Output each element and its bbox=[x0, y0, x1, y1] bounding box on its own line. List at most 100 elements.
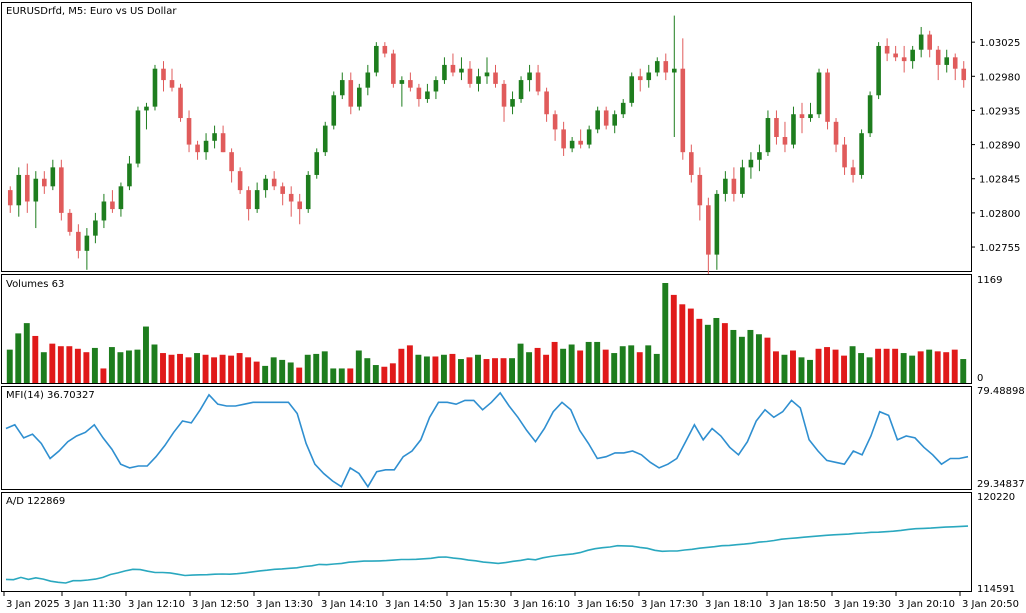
volume-bar bbox=[270, 357, 277, 383]
volume-bar bbox=[236, 353, 243, 383]
time-tick-label: 3 Jan 11:30 bbox=[64, 599, 121, 610]
candle-body bbox=[391, 53, 396, 84]
candle-body bbox=[16, 174, 22, 206]
candle-body bbox=[654, 61, 660, 73]
volume-bar bbox=[100, 368, 107, 383]
volume-bar bbox=[730, 329, 737, 383]
volume-bar bbox=[321, 351, 328, 383]
volume-bar bbox=[66, 346, 73, 383]
candle-body bbox=[689, 152, 694, 175]
volume-bar bbox=[49, 343, 56, 383]
candle-body bbox=[671, 68, 677, 73]
time-tick-label: 3 Jan 12:10 bbox=[128, 599, 185, 610]
candle-body bbox=[706, 205, 711, 255]
candle bbox=[893, 45, 898, 62]
mfi-panel-title: MFI(14) 36.70327 bbox=[6, 390, 95, 401]
candle-body bbox=[127, 163, 132, 187]
volume-bar bbox=[151, 344, 158, 383]
candle bbox=[280, 182, 285, 206]
price-tick-label: 1.02800 bbox=[979, 209, 1020, 220]
candle-body bbox=[450, 64, 456, 73]
candle-body bbox=[59, 167, 64, 213]
candle-body bbox=[927, 34, 932, 50]
candle-body bbox=[161, 68, 166, 81]
candle bbox=[612, 110, 617, 134]
volume-bar bbox=[355, 350, 362, 383]
candle-body bbox=[110, 201, 115, 210]
candle-body bbox=[884, 45, 890, 54]
volume-bar bbox=[245, 357, 252, 383]
candle-body bbox=[237, 171, 243, 191]
candle bbox=[901, 45, 907, 73]
volume-bar bbox=[177, 353, 183, 383]
candle-body bbox=[305, 174, 311, 210]
volume-bar bbox=[824, 347, 830, 383]
volume-bar bbox=[279, 359, 286, 383]
volume-bar bbox=[670, 294, 677, 383]
candle bbox=[203, 133, 209, 160]
candle bbox=[867, 91, 873, 137]
volume-bar bbox=[849, 346, 856, 383]
candle bbox=[16, 167, 22, 217]
candle-body bbox=[322, 125, 328, 153]
volume-bar bbox=[415, 354, 422, 383]
volume-bar bbox=[560, 348, 567, 383]
volume-bar bbox=[83, 352, 90, 383]
candle-body bbox=[254, 190, 260, 210]
time-tick-label: 3 Jan 12:50 bbox=[192, 599, 249, 610]
candle bbox=[93, 212, 98, 244]
volume-bar bbox=[466, 357, 473, 383]
candle bbox=[178, 83, 183, 122]
volume-bar bbox=[926, 349, 933, 383]
candle-body bbox=[50, 167, 56, 187]
candle-body bbox=[876, 45, 881, 96]
candle bbox=[127, 155, 132, 191]
volume-bar bbox=[483, 359, 490, 383]
volume-bar bbox=[960, 359, 967, 383]
candle bbox=[399, 76, 405, 107]
volume-bar bbox=[568, 344, 575, 383]
candle-body bbox=[595, 110, 600, 130]
candle-body bbox=[586, 129, 592, 145]
time-axis: 3 Jan 2025 3 Jan 11:30 3 Jan 12:10 3 Jan 12… bbox=[3, 591, 1019, 610]
volume-bar bbox=[909, 355, 916, 383]
candle bbox=[544, 87, 549, 122]
volume-bar bbox=[594, 341, 601, 383]
candle bbox=[748, 152, 754, 179]
candle bbox=[799, 102, 805, 134]
candle bbox=[603, 106, 609, 130]
candle-body bbox=[212, 133, 217, 141]
ad-ytick-min: 114591 bbox=[977, 584, 1015, 595]
candle-body bbox=[697, 174, 703, 206]
candle bbox=[782, 121, 788, 153]
candle-body bbox=[935, 49, 941, 65]
volume-bar bbox=[475, 354, 481, 383]
candle bbox=[288, 186, 294, 217]
candle bbox=[433, 76, 439, 100]
volume-bar bbox=[883, 348, 890, 383]
price-panel-title: EURUSDrfd, M5: Euro vs US Dollar bbox=[6, 6, 177, 17]
candle-body bbox=[314, 152, 320, 175]
candle-body bbox=[680, 68, 686, 153]
candle bbox=[595, 106, 600, 134]
volume-bar bbox=[943, 352, 950, 383]
candle bbox=[629, 72, 635, 107]
volume-bar bbox=[338, 368, 345, 383]
candle-body bbox=[748, 159, 754, 168]
candle bbox=[382, 42, 388, 58]
candle-body bbox=[799, 114, 805, 119]
candle bbox=[42, 171, 47, 194]
candle-body bbox=[374, 45, 379, 73]
volume-bar bbox=[185, 357, 192, 383]
time-tick-label: 3 Jan 2025 bbox=[6, 599, 60, 610]
volume-bar bbox=[91, 347, 98, 383]
candle-body bbox=[220, 133, 226, 153]
candle bbox=[646, 64, 652, 88]
volume-bar bbox=[458, 359, 464, 383]
volume-bar bbox=[704, 324, 711, 383]
candle bbox=[331, 91, 337, 130]
candle-body bbox=[263, 178, 268, 191]
candle-body bbox=[288, 193, 294, 202]
candle bbox=[910, 45, 915, 69]
candle-body bbox=[425, 91, 430, 100]
